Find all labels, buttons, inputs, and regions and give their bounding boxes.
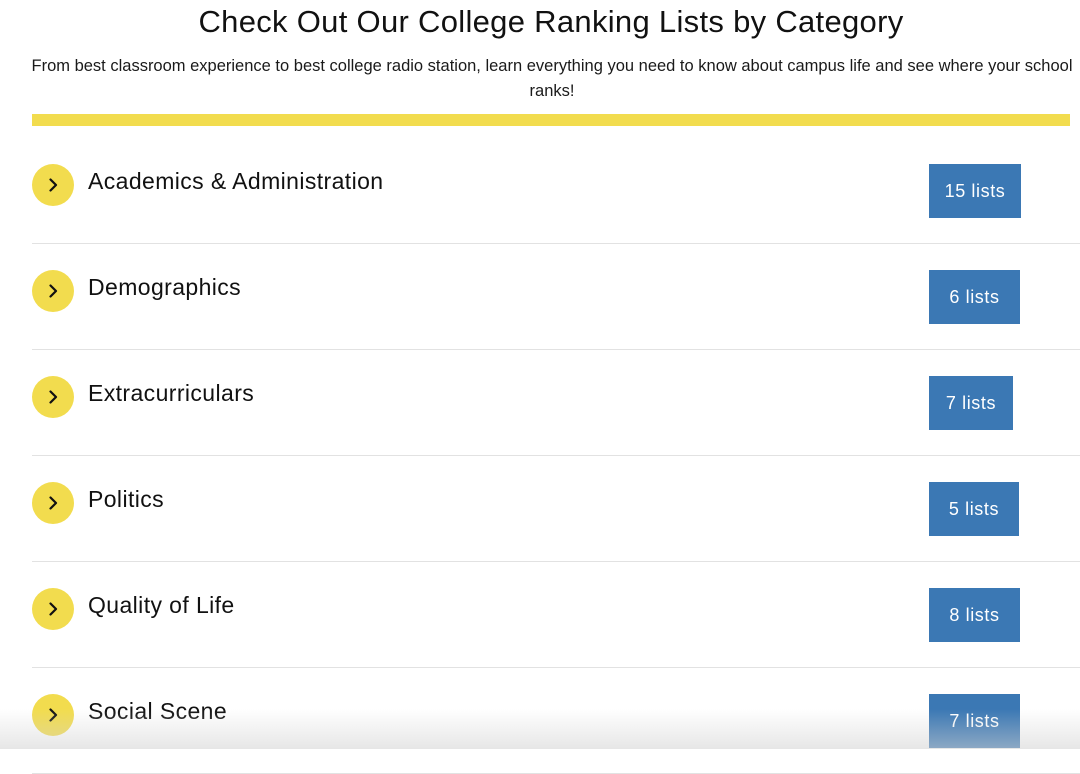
category-label[interactable]: Academics & Administration	[88, 168, 384, 194]
chevron-right-icon[interactable]	[32, 270, 74, 312]
category-row-extracurriculars[interactable]: Extracurriculars 7 lists	[32, 350, 1080, 456]
category-label[interactable]: Quality of Life	[88, 592, 235, 618]
page-subtitle: From best classroom experience to best c…	[31, 57, 1073, 100]
list-count-badge[interactable]: 7 lists	[929, 694, 1020, 748]
category-row-academics-administration[interactable]: Academics & Administration 15 lists	[32, 138, 1080, 244]
chevron-right-icon[interactable]	[32, 164, 74, 206]
category-label[interactable]: Politics	[88, 486, 165, 512]
chevron-right-icon[interactable]	[32, 376, 74, 418]
category-list: Academics & Administration 15 lists Demo…	[32, 138, 1080, 774]
category-row-demographics[interactable]: Demographics 6 lists	[32, 244, 1080, 350]
list-count-badge[interactable]: 7 lists	[929, 376, 1013, 430]
category-row-politics[interactable]: Politics 5 lists	[32, 456, 1080, 562]
category-label[interactable]: Extracurriculars	[88, 380, 255, 406]
category-label[interactable]: Social Scene	[88, 698, 228, 724]
accent-divider	[32, 114, 1070, 126]
list-count-badge[interactable]: 6 lists	[929, 270, 1020, 324]
chevron-right-icon[interactable]	[32, 694, 74, 736]
list-count-badge[interactable]: 15 lists	[929, 164, 1021, 218]
category-row-quality-of-life[interactable]: Quality of Life 8 lists	[32, 562, 1080, 668]
category-label[interactable]: Demographics	[88, 274, 242, 300]
chevron-right-icon[interactable]	[32, 482, 74, 524]
list-count-badge[interactable]: 5 lists	[929, 482, 1019, 536]
chevron-right-icon[interactable]	[32, 588, 74, 630]
list-count-badge[interactable]: 8 lists	[929, 588, 1020, 642]
page-title: Check Out Our College Ranking Lists by C…	[198, 4, 904, 39]
category-row-social-scene[interactable]: Social Scene 7 lists	[32, 668, 1080, 774]
